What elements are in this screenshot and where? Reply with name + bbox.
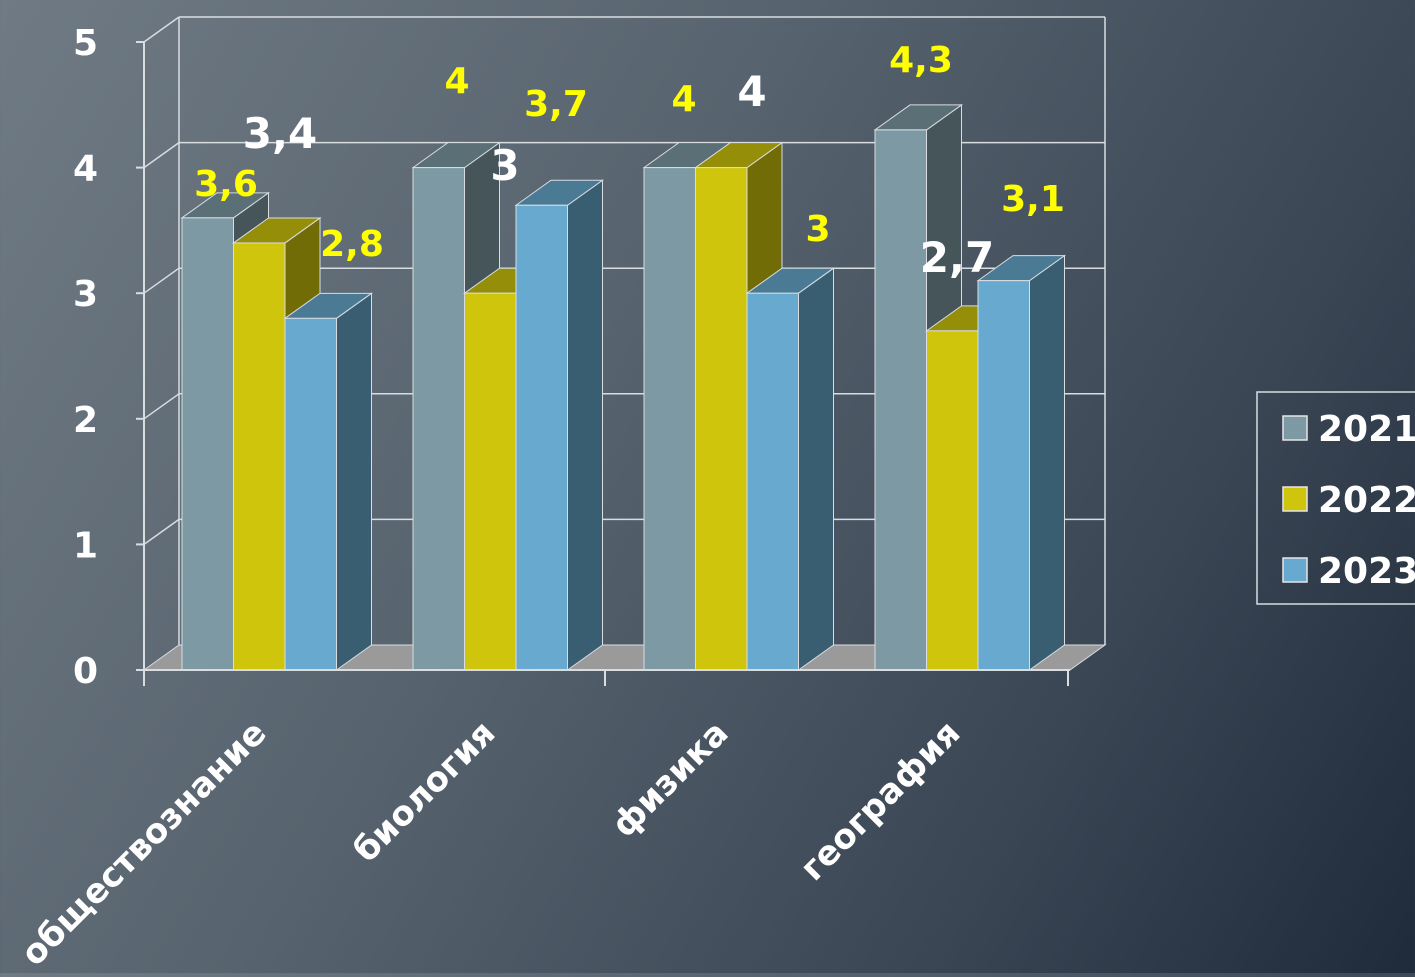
bar-front-face: [746, 292, 799, 671]
legend: 2021 2022 2023: [1256, 391, 1415, 605]
legend-swatch: [1282, 557, 1308, 583]
gridline-side: [143, 16, 180, 43]
x-category-label: обществознание: [13, 713, 274, 973]
data-label: 2,7: [920, 233, 994, 282]
x-category-label: биология: [346, 713, 503, 870]
data-label: 4,3: [889, 40, 953, 81]
data-label: 3,6: [194, 164, 258, 205]
gridline-side: [143, 393, 180, 420]
bar-2023-3: [745, 267, 836, 671]
data-label: 3,4: [243, 109, 317, 158]
y-tick-label: 4: [73, 149, 98, 190]
legend-label: 2023: [1318, 551, 1415, 592]
x-category-label: физика: [604, 713, 736, 845]
bar-front-face: [977, 280, 1030, 671]
x-category-label: география: [793, 713, 969, 889]
data-label: 4: [737, 67, 766, 116]
legend-swatch: [1282, 486, 1308, 512]
bar-front-face: [926, 330, 979, 671]
legend-label: 2022: [1318, 480, 1415, 521]
bar-front-face: [874, 129, 927, 671]
bar-front-face: [412, 167, 465, 671]
bar-2023-4: [976, 254, 1067, 671]
data-label: 2,8: [320, 224, 384, 265]
bars-layer: [180, 103, 1067, 671]
bar-side-face: [1029, 254, 1065, 671]
data-label: 3: [805, 209, 830, 250]
bar-2023-2: [514, 179, 605, 671]
bar-2023-1: [283, 292, 374, 671]
bar-side-face: [567, 179, 603, 671]
y-tick-label: 5: [73, 23, 98, 64]
y-tick-label: 3: [73, 274, 98, 315]
y-tick-label: 2: [73, 400, 98, 441]
y-tick-label: 0: [73, 651, 98, 692]
data-label: 3,7: [524, 84, 588, 125]
gridline-side: [143, 267, 180, 294]
bar-front-face: [695, 167, 748, 671]
grid-layer: [142, 16, 1107, 671]
data-label: 4: [444, 61, 469, 102]
bar-front-face: [464, 292, 517, 671]
gridline-side: [143, 518, 180, 546]
bar-front-face: [284, 317, 337, 671]
data-label: 4: [671, 79, 696, 120]
bar-front-face: [181, 217, 234, 671]
bar-front-face: [515, 204, 568, 671]
bar-side-face: [336, 292, 372, 671]
bar-side-face: [798, 267, 834, 671]
bar-front-face: [643, 167, 696, 671]
bar-front-face: [233, 242, 286, 671]
legend-label: 2021: [1318, 409, 1415, 450]
legend-swatch: [1282, 415, 1308, 441]
legend-box: [1256, 391, 1415, 605]
gridline-side: [143, 141, 180, 169]
data-label: 3: [490, 141, 519, 190]
y-tick-label: 1: [73, 525, 98, 566]
data-label: 3,1: [1001, 179, 1065, 220]
